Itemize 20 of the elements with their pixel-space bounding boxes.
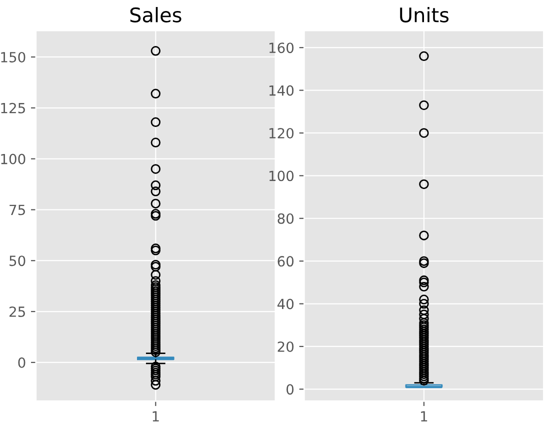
y-tick-label: 80	[278, 213, 294, 224]
y-tick-label: 125	[1, 102, 25, 114]
y-tick-label: 160	[269, 42, 294, 54]
y-tick-label: 150	[1, 52, 26, 62]
x-tick-label: 1	[152, 411, 159, 422]
y-tick-label: 25	[10, 306, 25, 317]
y-tick-label: 60	[278, 256, 294, 267]
chart-title: Units	[400, 6, 449, 22]
y-tick-label: 140	[269, 85, 294, 96]
y-tick-label: 100	[1, 154, 26, 164]
y-tick-label: 100	[269, 170, 294, 182]
y-tick-label: 20	[278, 341, 294, 352]
y-tick-label: 75	[10, 204, 25, 216]
y-tick-label: 0	[18, 357, 26, 368]
y-tick-label: 40	[277, 298, 294, 310]
y-tick-label: 50	[10, 256, 26, 266]
x-tick-label: 1	[421, 411, 428, 422]
y-tick-label: 120	[269, 128, 294, 138]
y-tick-label: 0	[286, 384, 294, 395]
chart-title: Sales	[130, 6, 182, 22]
